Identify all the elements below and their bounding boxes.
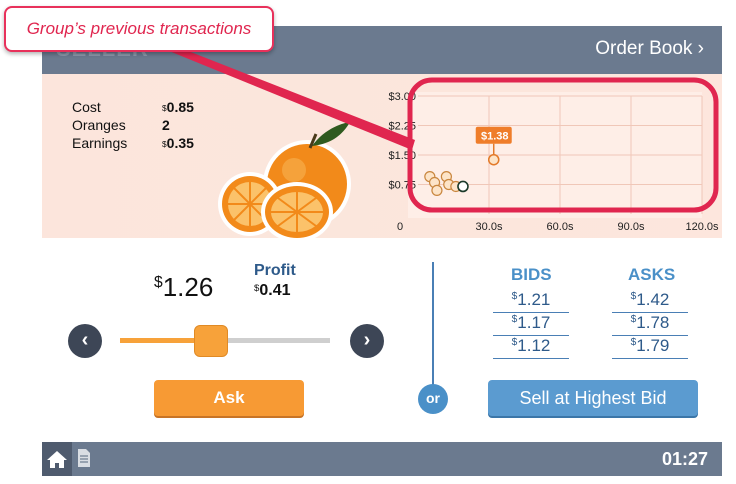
- timer: 01:27: [661, 449, 708, 469]
- cost-value: $0.85: [162, 99, 194, 115]
- chevron-left-icon: ‹: [81, 329, 89, 351]
- earnings-value: $0.35: [162, 135, 194, 151]
- home-icon[interactable]: [42, 442, 72, 476]
- price-slider-thumb[interactable]: [194, 325, 229, 357]
- bid-row[interactable]: $1.12: [493, 336, 569, 359]
- divider: [432, 262, 434, 406]
- bid-row[interactable]: $1.21: [493, 290, 569, 313]
- bid-row[interactable]: $1.17: [493, 313, 569, 336]
- x-tick-label: 0: [397, 221, 403, 233]
- bids-header: BIDS: [511, 265, 552, 284]
- bids-list: $1.21 $1.17 $1.12: [493, 290, 569, 359]
- ask-price: $1.26: [154, 272, 214, 302]
- x-tick-label: 30.0s: [476, 221, 503, 233]
- trading-controls: $1.26 Profit $0.41 ‹ › Ask or BIDS ASKS …: [42, 238, 722, 442]
- profit-value: $0.41: [254, 282, 291, 299]
- price-slider-fill: [120, 338, 211, 343]
- current-point: [457, 180, 469, 193]
- asks-header: ASKS: [628, 265, 676, 284]
- order-book-link[interactable]: Order Book ›: [595, 38, 704, 59]
- x-tick-label: 120.0s: [685, 221, 719, 233]
- highlight-label: $1.38: [481, 131, 509, 143]
- oranges-value: 2: [162, 117, 170, 133]
- ask-button[interactable]: Ask: [154, 380, 304, 416]
- increase-price-button[interactable]: ›: [350, 324, 384, 358]
- ask-row[interactable]: $1.79: [612, 336, 688, 359]
- decrease-price-button[interactable]: ‹: [68, 324, 102, 358]
- ask-row[interactable]: $1.42: [612, 290, 688, 313]
- earnings-label: Earnings: [72, 135, 128, 151]
- callout-pointer: [142, 36, 415, 150]
- chevron-right-icon: ›: [363, 329, 371, 351]
- sell-at-highest-bid-button[interactable]: Sell at Highest Bid: [488, 380, 698, 416]
- highlight-label-bg: [475, 126, 512, 144]
- x-tick-label: 90.0s: [618, 221, 645, 233]
- orange-illustration: [218, 122, 351, 238]
- stats-panel: Cost $0.85 Oranges 2 Earnings $0.35: [72, 98, 194, 152]
- profit-label: Profit: [254, 262, 296, 279]
- asks-list: $1.42 $1.78 $1.79: [612, 290, 688, 359]
- document-icon[interactable]: [76, 448, 92, 468]
- market-panel: Cost $0.85 Oranges 2 Earnings $0.35 $0.75 $1…: [42, 74, 722, 238]
- ask-row[interactable]: $1.78: [612, 313, 688, 336]
- x-tick-label: 60.0s: [547, 221, 574, 233]
- cost-label: Cost: [72, 99, 101, 115]
- transactions-chart: $0.75$1.50$2.25$3.00 0 30.0s 60.0s 90.0s 120…: [388, 77, 719, 233]
- or-badge: or: [418, 384, 448, 414]
- callout-text: Group’s previous transactions: [26, 19, 252, 38]
- data-point: [431, 184, 443, 197]
- callout-label: Group’s previous transactions: [4, 6, 274, 52]
- oranges-label: Oranges: [72, 117, 126, 133]
- bottom-bar: 01:27: [42, 442, 722, 476]
